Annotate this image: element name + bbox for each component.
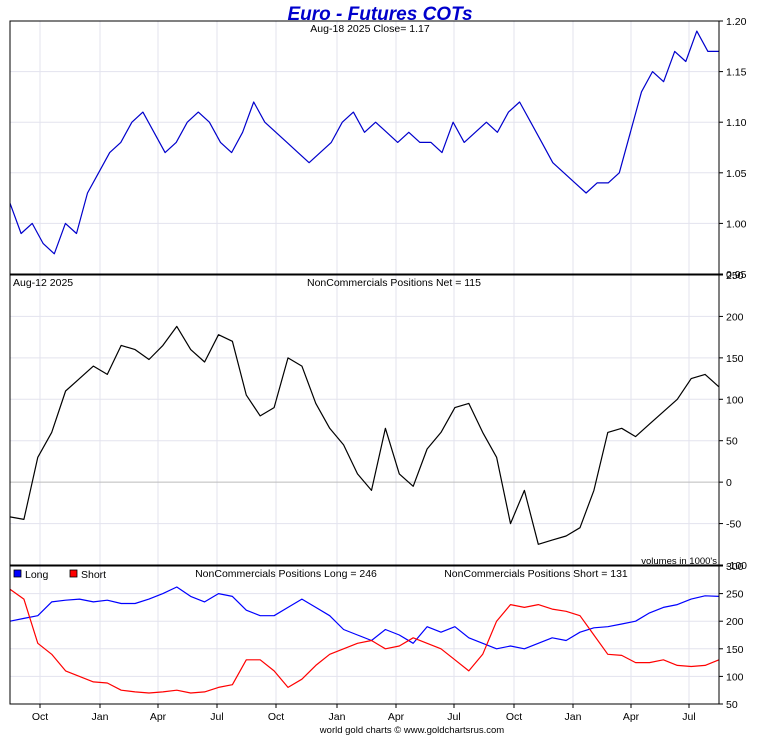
long-header: NonCommercials Positions Long = 246 [195,568,377,580]
price-line [9,30,719,255]
y-tick-label: 100 [726,671,744,683]
y-tick-label: 1.15 [726,67,747,79]
panel-frame [9,20,720,275]
y-tick-label: 200 [726,616,744,628]
y-tick-label: 250 [726,270,744,282]
short-header: NonCommercials Positions Short = 131 [444,568,628,580]
x-tick-label: Oct [268,711,284,723]
y-tick-label: -50 [726,519,741,531]
footer-credit: world gold charts © www.goldchartsrus.co… [319,725,504,735]
panel-frame [9,274,720,566]
volumes-note: volumes in 1000's [641,556,717,567]
y-tick-label: 1.10 [726,117,747,129]
y-tick-label: 1.00 [726,218,747,230]
y-tick-label: 1.20 [726,16,747,28]
grid-layer [10,20,719,705]
y-tick-label: 50 [726,436,738,448]
x-tick-label: Jul [682,711,695,723]
y-tick-label: 1.05 [726,168,747,180]
y-tick-label: 150 [726,644,744,656]
x-tick-label: Jul [210,711,223,723]
y-tick-label: 100 [726,394,744,406]
text-layer: 1.201.151.101.051.000.95250200150100500-… [13,16,747,723]
legend-label-short: Short [81,569,106,581]
x-tick-label: Jan [565,711,582,723]
y-tick-label: 0 [726,477,732,489]
y-tick-label: 250 [726,589,744,601]
frame-layer [9,20,723,708]
x-tick-label: Apr [150,711,167,723]
y-tick-label: -100 [726,560,747,572]
y-tick-label: 50 [726,699,738,711]
panel-frame [9,565,720,705]
chart-title: Euro - Futures COTs [287,4,472,25]
x-tick-label: Oct [32,711,48,723]
short-positions-line [9,588,720,694]
x-tick-label: Oct [506,711,522,723]
x-tick-label: Jan [92,711,109,723]
legend-label-long: Long [25,569,49,581]
price-header: Aug-18 2025 Close= 1.17 [310,23,430,35]
net-header: NonCommercials Positions Net = 115 [307,277,481,289]
x-tick-label: Jan [329,711,346,723]
y-tick-label: 150 [726,353,744,365]
x-tick-label: Apr [388,711,405,723]
net-date-label: Aug-12 2025 [13,277,73,289]
legend-swatch-short [69,569,78,578]
series-layer [9,30,720,694]
net-positions-line [9,325,720,545]
long-positions-line [9,586,720,650]
x-tick-label: Apr [623,711,640,723]
y-tick-label: 200 [726,311,744,323]
y-tick-label: 300 [726,561,744,573]
x-tick-label: Jul [447,711,460,723]
y-tick-label: 0.95 [726,269,747,281]
legend-swatch-long [13,569,22,578]
